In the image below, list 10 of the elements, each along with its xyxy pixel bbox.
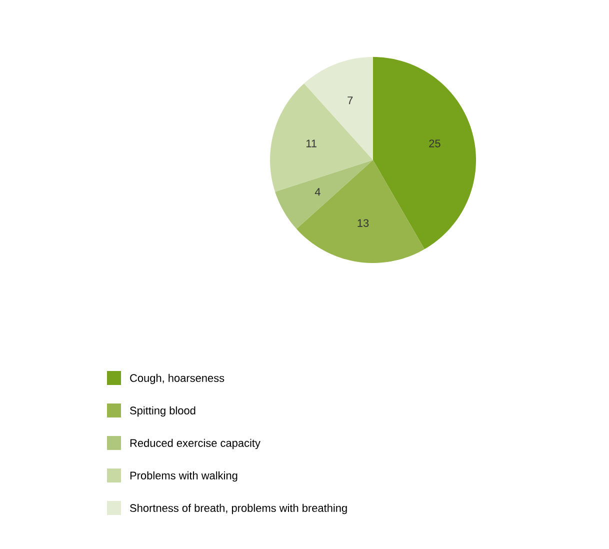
legend-label: Reduced exercise capacity xyxy=(130,438,260,450)
legend-label: Shortness of breath, problems with breathing xyxy=(130,504,347,514)
data-label: 7 xyxy=(348,96,353,104)
data-label: 25 xyxy=(429,140,440,148)
data-label: 13 xyxy=(358,219,369,227)
data-label: 4 xyxy=(314,188,320,196)
data-label: 11 xyxy=(306,140,316,148)
legend-label: Cough, hoarseness xyxy=(130,374,224,384)
legend-label: Problems with walking xyxy=(130,471,238,482)
legend-label: Spitting blood xyxy=(130,406,196,417)
